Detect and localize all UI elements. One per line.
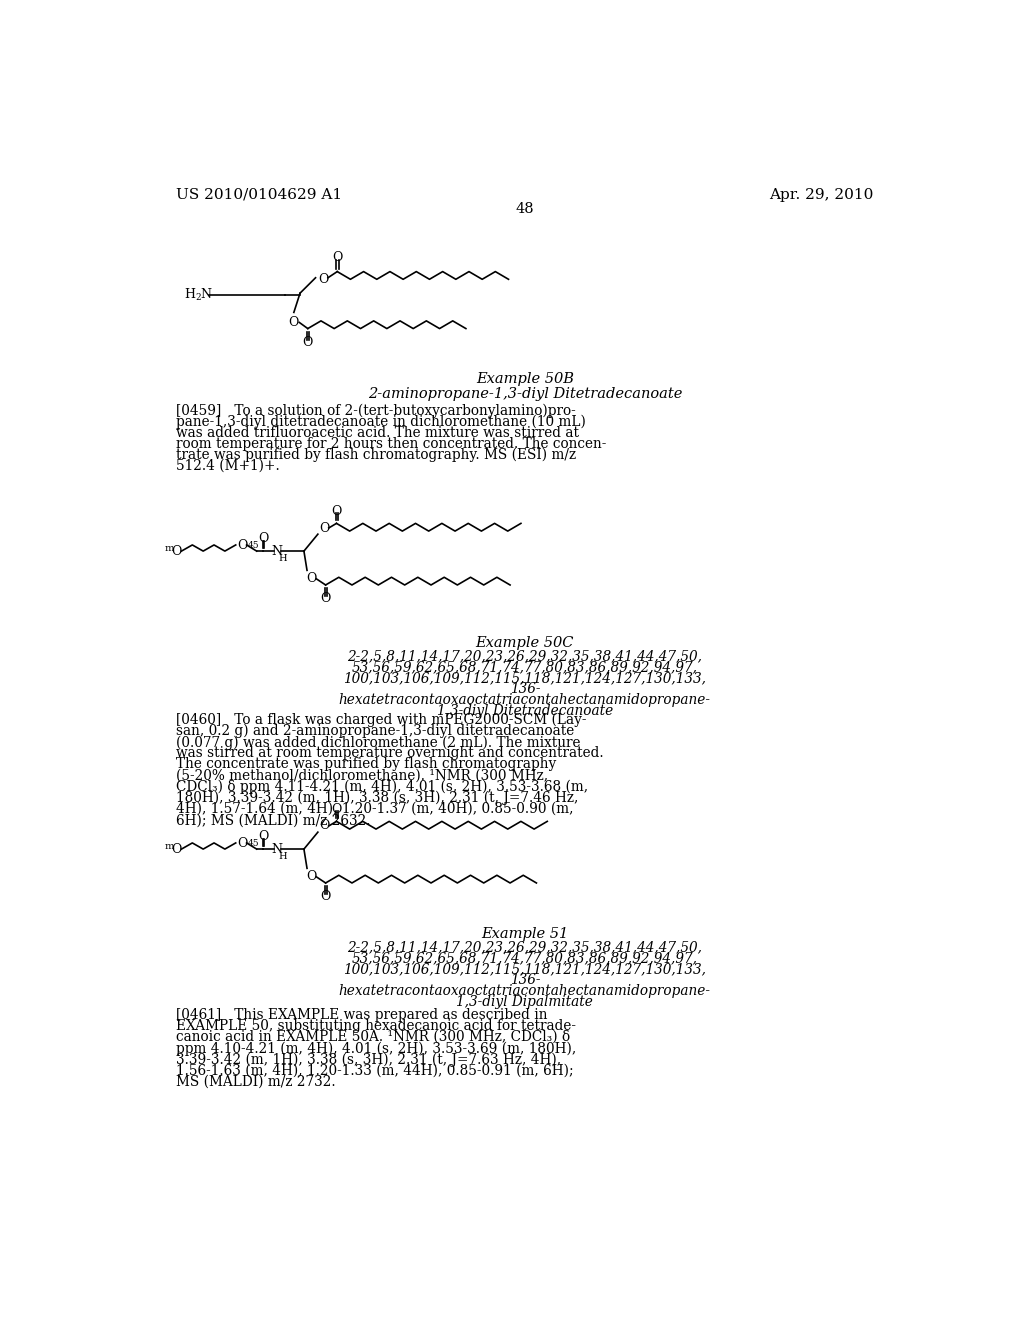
Text: 1,3-diyl Ditetradecanoate: 1,3-diyl Ditetradecanoate — [436, 704, 613, 718]
Text: The concentrate was purified by flash chromatography: The concentrate was purified by flash ch… — [176, 758, 556, 771]
Text: MS (MALDI) m/z 2732.: MS (MALDI) m/z 2732. — [176, 1074, 336, 1089]
Text: O: O — [318, 820, 330, 833]
Text: O: O — [171, 545, 181, 558]
Text: 1.56-1.63 (m, 4H), 1.20-1.33 (m, 44H), 0.85-0.91 (m, 6H);: 1.56-1.63 (m, 4H), 1.20-1.33 (m, 44H), 0… — [176, 1064, 573, 1077]
Text: ppm 4.10-4.21 (m, 4H), 4.01 (s, 2H), 3.53-3.69 (m, 180H),: ppm 4.10-4.21 (m, 4H), 4.01 (s, 2H), 3.5… — [176, 1041, 577, 1056]
Text: 45: 45 — [248, 840, 260, 849]
Text: O: O — [318, 521, 330, 535]
Text: 2-aminopropane-1,3-diyl Ditetradecanoate: 2-aminopropane-1,3-diyl Ditetradecanoate — [368, 387, 682, 401]
Text: N: N — [271, 545, 283, 558]
Text: 2-2,5,8,11,14,17,20,23,26,29,32,35,38,41,44,47,50,: 2-2,5,8,11,14,17,20,23,26,29,32,35,38,41… — [347, 649, 702, 664]
Text: 45: 45 — [248, 541, 260, 550]
Text: EXAMPLE 50, substituting hexadecanoic acid for tetrade-: EXAMPLE 50, substituting hexadecanoic ac… — [176, 1019, 577, 1032]
Text: Example 51: Example 51 — [481, 927, 568, 941]
Text: H: H — [279, 853, 287, 861]
Text: O: O — [321, 591, 331, 605]
Text: N: N — [271, 843, 283, 857]
Text: O: O — [238, 539, 248, 552]
Text: 100,103,106,109,112,115,118,121,124,127,130,133,: 100,103,106,109,112,115,118,121,124,127,… — [343, 962, 707, 977]
Text: 512.4 (M+1)+.: 512.4 (M+1)+. — [176, 459, 280, 473]
Text: Apr. 29, 2010: Apr. 29, 2010 — [769, 187, 873, 202]
Text: m: m — [165, 544, 174, 553]
Text: was added trifluoroacetic acid. The mixture was stirred at: was added trifluoroacetic acid. The mixt… — [176, 425, 579, 440]
Text: US 2010/0104629 A1: US 2010/0104629 A1 — [176, 187, 342, 202]
Text: hexatetracontaoxaoctatriacontahectanamidopropane-: hexatetracontaoxaoctatriacontahectanamid… — [339, 983, 711, 998]
Text: 6H); MS (MALDI) m/z 2632.: 6H); MS (MALDI) m/z 2632. — [176, 813, 371, 828]
Text: 4H), 1.57-1.64 (m, 4H), 1.20-1.37 (m, 40H), 0.85-0.90 (m,: 4H), 1.57-1.64 (m, 4H), 1.20-1.37 (m, 40… — [176, 803, 573, 816]
Text: [0461]   This EXAMPLE was prepared as described in: [0461] This EXAMPLE was prepared as desc… — [176, 1007, 548, 1022]
Text: O: O — [238, 837, 248, 850]
Text: pane-1,3-diyl ditetradecanoate in dichloromethane (10 mL): pane-1,3-diyl ditetradecanoate in dichlo… — [176, 414, 586, 429]
Text: O: O — [332, 504, 342, 517]
Text: CDCl₃) δ ppm 4.11-4.21 (m, 4H), 4.01 (s, 2H), 3.53-3.68 (m,: CDCl₃) δ ppm 4.11-4.21 (m, 4H), 4.01 (s,… — [176, 780, 588, 795]
Text: 180H), 3.39-3.42 (m, 1H), 3.38 (s, 3H), 2.31 (t, J=7.46 Hz,: 180H), 3.39-3.42 (m, 1H), 3.38 (s, 3H), … — [176, 791, 579, 805]
Text: 2-2,5,8,11,14,17,20,23,26,29,32,35,38,41,44,47,50,: 2-2,5,8,11,14,17,20,23,26,29,32,35,38,41… — [347, 941, 702, 954]
Text: room temperature for 2 hours then concentrated. The concen-: room temperature for 2 hours then concen… — [176, 437, 606, 450]
Text: O: O — [289, 315, 299, 329]
Text: san, 0.2 g) and 2-aminopropane-1,3-diyl ditetradecanoate: san, 0.2 g) and 2-aminopropane-1,3-diyl … — [176, 723, 574, 738]
Text: Example 50C: Example 50C — [475, 636, 574, 649]
Text: 3.39-3.42 (m, 1H), 3.38 (s, 3H), 2.31 (t, J=7.63 Hz, 4H),: 3.39-3.42 (m, 1H), 3.38 (s, 3H), 2.31 (t… — [176, 1052, 561, 1067]
Text: O: O — [332, 803, 342, 816]
Text: 53,56,59,62,65,68,71,74,77,80,83,86,89,92,94,97,: 53,56,59,62,65,68,71,74,77,80,83,86,89,9… — [352, 952, 697, 965]
Text: trate was purified by flash chromatography. MS (ESI) m/z: trate was purified by flash chromatograp… — [176, 447, 577, 462]
Text: was stirred at room temperature overnight and concentrated.: was stirred at room temperature overnigh… — [176, 746, 604, 760]
Text: H: H — [279, 554, 287, 564]
Text: 48: 48 — [515, 202, 535, 215]
Text: O: O — [171, 843, 181, 857]
Text: m: m — [165, 842, 174, 851]
Text: O: O — [306, 870, 316, 883]
Text: Example 50B: Example 50B — [476, 372, 573, 387]
Text: O: O — [318, 273, 329, 286]
Text: 53,56,59,62,65,68,71,74,77,80,83,86,89,92,94,97,: 53,56,59,62,65,68,71,74,77,80,83,86,89,9… — [352, 660, 697, 675]
Text: 136-: 136- — [510, 682, 540, 696]
Text: hexatetracontaoxaoctatriacontahectanamidopropane-: hexatetracontaoxaoctatriacontahectanamid… — [339, 693, 711, 706]
Text: O: O — [321, 890, 331, 903]
Text: [0459]   To a solution of 2-(tert-butoxycarbonylamino)pro-: [0459] To a solution of 2-(tert-butoxyca… — [176, 404, 575, 417]
Text: canoic acid in EXAMPLE 50A. ¹NMR (300 MHz, CDCl₃) δ: canoic acid in EXAMPLE 50A. ¹NMR (300 MH… — [176, 1030, 570, 1044]
Text: 100,103,106,109,112,115,118,121,124,127,130,133,: 100,103,106,109,112,115,118,121,124,127,… — [343, 671, 707, 685]
Text: O: O — [303, 335, 313, 348]
Text: O: O — [258, 830, 269, 843]
Text: [0460]   To a flask was charged with mPEG2000-SCM (Lay-: [0460] To a flask was charged with mPEG2… — [176, 713, 587, 727]
Text: (5-20% methanol/dichloromethane). ¹NMR (300 MHz,: (5-20% methanol/dichloromethane). ¹NMR (… — [176, 768, 548, 783]
Text: O: O — [306, 573, 316, 585]
Text: (0.077 g) was added dichloromethane (2 mL). The mixture: (0.077 g) was added dichloromethane (2 m… — [176, 735, 581, 750]
Text: O: O — [332, 251, 342, 264]
Text: 1,3-diyl Dipalmitate: 1,3-diyl Dipalmitate — [457, 995, 593, 1008]
Text: 136-: 136- — [510, 973, 540, 987]
Text: $\mathregular{H_2N}$: $\mathregular{H_2N}$ — [183, 286, 213, 302]
Text: O: O — [258, 532, 269, 545]
